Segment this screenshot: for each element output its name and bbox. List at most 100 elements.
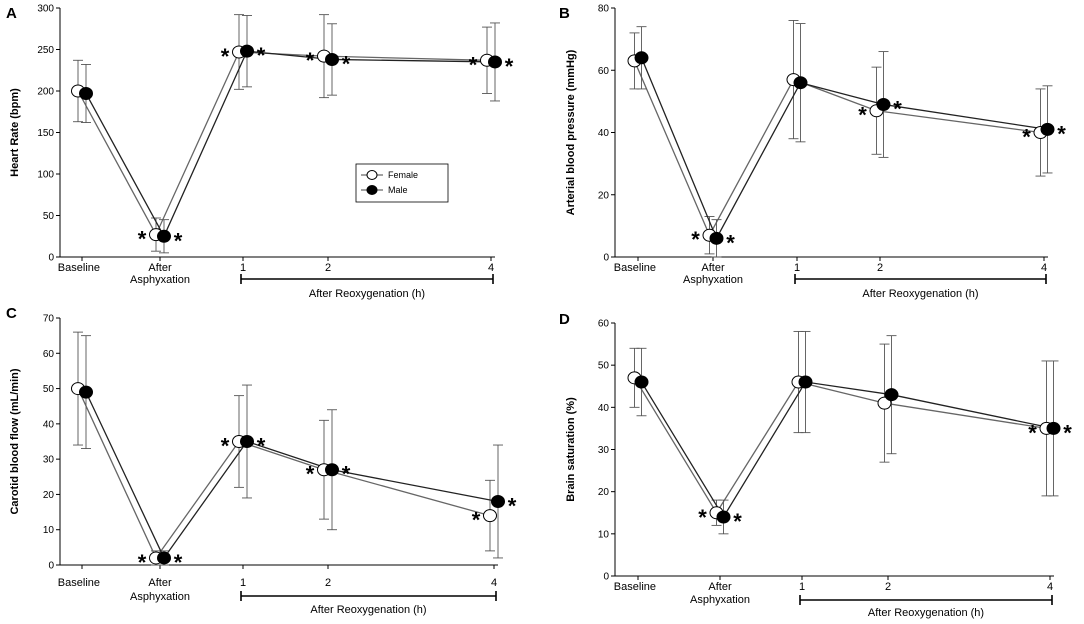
x-category-label: After (148, 262, 172, 274)
legend: Female Male (355, 163, 449, 203)
x-category-label: Baseline (58, 577, 100, 589)
series-line-male (85, 391, 499, 560)
panel-letter: D (559, 311, 570, 328)
data-point-male (884, 388, 899, 402)
y-axis-label: Brain saturation (%) (565, 397, 577, 502)
bracket-label: After Reoxygenation (h) (868, 607, 984, 619)
significance-star: * (472, 508, 481, 533)
y-tick-label: 10 (598, 529, 610, 540)
x-category-label: 1 (794, 262, 800, 274)
y-axis-label: Heart Rate (bpm) (9, 88, 21, 177)
significance-star: * (505, 54, 514, 79)
significance-star: * (893, 96, 902, 121)
x-category-label: 1 (240, 262, 246, 274)
legend-entry-female: Female (388, 170, 418, 180)
series-line-female (633, 60, 1041, 237)
data-point-male (325, 463, 339, 477)
data-point-female (483, 509, 497, 523)
y-axis-label: Arterial blood pressure (mmHg) (565, 49, 577, 215)
series-line-male (640, 381, 1054, 519)
data-point-male (157, 551, 171, 565)
data-point-male (1046, 421, 1061, 435)
y-tick-label: 50 (598, 361, 610, 372)
data-point-male (1040, 122, 1055, 136)
significance-star: * (221, 44, 230, 69)
x-category-label: 1 (240, 577, 246, 589)
data-point-male (488, 55, 502, 69)
data-point-male (716, 510, 731, 524)
x-category-label: After (148, 577, 172, 589)
y-tick-label: 80 (598, 4, 610, 15)
data-point-male (876, 97, 891, 111)
bracket-label: After Reoxygenation (h) (862, 288, 978, 300)
x-category-label: Asphyxation (130, 274, 190, 286)
x-category-label: 1 (799, 581, 805, 593)
y-tick-label: 0 (603, 572, 609, 583)
y-tick-label: 70 (43, 314, 55, 325)
significance-star: * (174, 550, 183, 575)
panel-letter: A (6, 5, 17, 22)
y-tick-label: 40 (598, 128, 610, 139)
legend-swatch-male (366, 185, 378, 195)
series-line-female (633, 377, 1047, 514)
data-point-male (793, 76, 808, 90)
significance-star: * (698, 505, 707, 530)
legend-swatch-female (366, 170, 378, 180)
y-tick-label: 150 (37, 128, 54, 139)
series-line-male (85, 50, 496, 238)
y-tick-label: 60 (43, 349, 55, 360)
x-category-label: 4 (1041, 262, 1047, 274)
series-line-female (77, 51, 488, 237)
significance-star: * (342, 51, 351, 76)
y-tick-label: 30 (598, 445, 610, 456)
data-point-male (798, 375, 813, 389)
data-point-male (157, 229, 171, 243)
significance-star: * (1028, 420, 1037, 445)
panel-letter: C (6, 305, 17, 322)
y-tick-label: 40 (598, 403, 610, 414)
panel-d: D 0 10 20 30 40 50 60 Brain saturation (%) Baseli… (559, 311, 1072, 619)
y-tick-label: 50 (43, 211, 55, 222)
x-category-label: After (701, 262, 725, 274)
y-tick-label: 100 (37, 170, 54, 181)
significance-star: * (306, 462, 315, 487)
y-tick-label: 300 (37, 4, 54, 15)
panel-c: C 0 10 20 30 40 50 60 70 Carotid blood flow (mL/m… (6, 305, 517, 616)
x-category-label: Asphyxation (683, 274, 743, 286)
significance-star: * (257, 434, 266, 459)
x-category-label: 2 (325, 577, 331, 589)
y-tick-label: 60 (598, 319, 610, 330)
panel-b: B 0 20 40 60 80 Arterial blood pressure (mmHg)… (559, 4, 1066, 301)
data-point-male (79, 86, 93, 100)
significance-star: * (1057, 121, 1066, 146)
y-tick-label: 20 (43, 490, 55, 501)
y-tick-label: 0 (603, 253, 609, 264)
x-category-label: Baseline (614, 581, 656, 593)
data-point-male (634, 51, 649, 65)
x-category-label: Baseline (614, 262, 656, 274)
y-axis-label: Carotid blood flow (mL/min) (9, 368, 21, 514)
x-category-label: After (708, 581, 732, 593)
significance-star: * (691, 227, 700, 252)
data-point-male (79, 385, 93, 399)
significance-star: * (138, 550, 147, 575)
panel-a: A 0 50 100 150 200 250 300 Heart Rate (bpm) Basel… (6, 4, 514, 301)
legend-entry-male: Male (388, 185, 408, 195)
y-tick-label: 250 (37, 45, 54, 56)
data-point-male (240, 435, 254, 448)
series-line-male (640, 57, 1048, 240)
y-tick-label: 40 (43, 419, 55, 430)
y-tick-label: 60 (598, 66, 610, 77)
data-point-male (709, 231, 724, 245)
data-point-male (634, 375, 649, 389)
significance-star: * (508, 493, 517, 518)
y-tick-label: 0 (48, 561, 54, 572)
series-line-female (77, 388, 491, 560)
x-category-label: 2 (877, 262, 883, 274)
y-tick-label: 200 (37, 87, 54, 98)
significance-star: * (726, 230, 735, 255)
y-tick-label: 30 (43, 455, 55, 466)
x-category-label: 2 (325, 262, 331, 274)
data-point-male (240, 44, 254, 58)
